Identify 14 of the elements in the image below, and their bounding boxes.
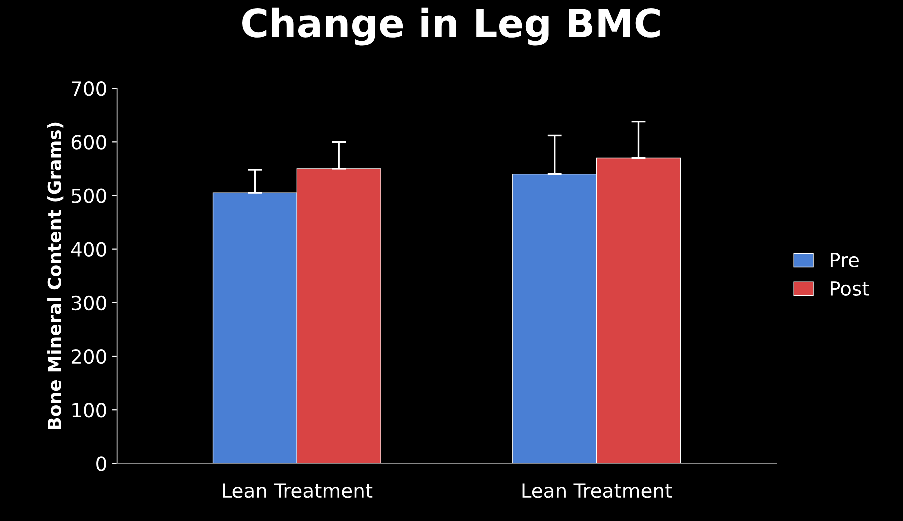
y-axis-title: Bone Mineral Content (Grams) — [48, 122, 64, 430]
legend-label: Pre — [830, 253, 859, 268]
y-tick-label: 0 — [96, 456, 106, 472]
chart-title: Change in Leg BMC — [242, 8, 660, 46]
y-tick-label: 300 — [72, 296, 106, 311]
x-tick-label: Lean Treatment — [522, 484, 672, 498]
y-tick-label: 700 — [72, 82, 106, 96]
y-tick-label: 600 — [72, 135, 106, 150]
y-tick-label: 400 — [72, 242, 106, 257]
y-tick-label: 500 — [72, 188, 106, 204]
x-tick-label: Lean Treatment — [223, 484, 373, 498]
legend-label: Post — [830, 282, 870, 296]
y-tick-label: 100 — [72, 403, 106, 418]
y-tick-label: 200 — [72, 349, 106, 364]
